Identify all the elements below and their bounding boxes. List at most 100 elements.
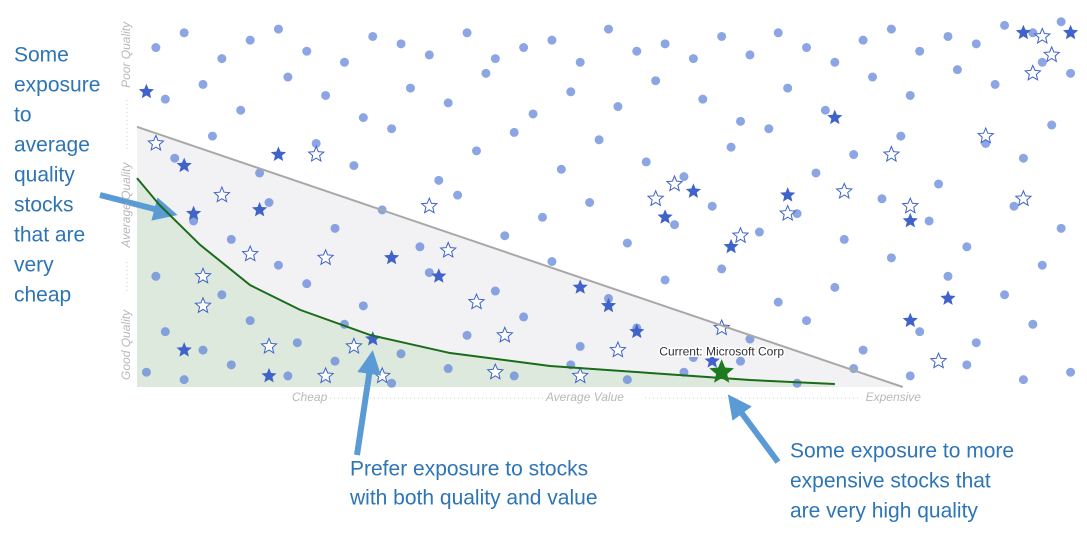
dot [886,253,896,263]
dot [622,375,632,385]
star [186,205,202,220]
dot [387,378,397,388]
dot [736,116,746,126]
dot [368,31,378,41]
dot [160,327,170,337]
dot [387,124,397,134]
dot [792,378,802,388]
dot [783,83,793,93]
dot [792,209,802,219]
hollow-star [194,296,212,314]
dot [745,50,755,60]
annotation: Some [14,44,69,67]
dot [717,31,727,41]
annotation: Some exposure to more [790,440,1014,463]
dot [537,212,547,222]
star [261,367,277,383]
hollow-star [213,185,231,203]
annotation: with both quality and value [349,487,598,510]
dot [339,57,349,67]
dot [179,375,189,385]
dot [1018,153,1028,163]
hollow-star [778,204,797,222]
dot [273,260,283,270]
dot [886,24,896,34]
dot [170,153,180,163]
dot [217,290,227,300]
dot [330,223,340,233]
dot [858,345,868,355]
dot [471,146,481,156]
dot [207,131,217,141]
annotation: stocks [14,194,74,217]
hollow-star [882,145,901,163]
dot [1028,319,1038,329]
dot [547,257,557,267]
curve [136,125,904,388]
dot [1009,201,1019,211]
hollow-star [439,241,458,258]
dot [443,364,453,374]
x-tick-label: Average Value [545,390,624,404]
arrow [99,192,178,221]
y-tick-label: Average Quality [119,162,133,249]
dot [594,135,604,145]
dot [302,46,312,56]
dot [641,157,651,167]
dot [820,105,830,115]
annotation: cheap [14,284,71,307]
dot [575,341,585,351]
dot [151,271,161,281]
hollow-star [835,182,854,199]
dot [924,216,934,226]
star [940,290,956,305]
arrow [354,350,382,456]
dot [556,164,566,174]
dot [358,113,368,123]
dot [604,24,613,34]
dot [236,105,246,115]
dot [971,39,981,49]
star [827,109,843,125]
dot [934,179,944,189]
dot [151,43,161,53]
dot [481,68,491,78]
dot [330,356,340,366]
dot [396,349,406,359]
dot [311,138,321,148]
dot [896,131,906,141]
dot [962,360,972,370]
arrow [727,394,781,464]
dot [1000,20,1010,30]
dot [943,271,953,281]
dot [226,360,236,370]
dot [830,57,840,67]
dot [273,24,283,34]
dot [1047,120,1057,130]
dot [358,301,368,311]
star [902,212,918,228]
dot [952,65,962,75]
dot [632,46,642,56]
dot [1066,68,1076,78]
star [902,312,918,328]
dot [226,234,236,244]
star [629,323,645,339]
dot [453,190,463,200]
hollow-star [1042,45,1061,63]
dot [613,102,623,112]
dot [971,338,981,348]
dot [670,220,680,230]
dot [622,238,632,248]
dot [1056,17,1066,27]
dot [462,330,472,340]
hollow-star [420,196,439,214]
dot [264,198,274,207]
dot [943,31,953,41]
dot [349,161,359,171]
dot [1037,260,1047,270]
dot [405,83,415,93]
hollow-star [976,126,995,144]
dot [726,142,736,152]
dot [189,216,199,226]
